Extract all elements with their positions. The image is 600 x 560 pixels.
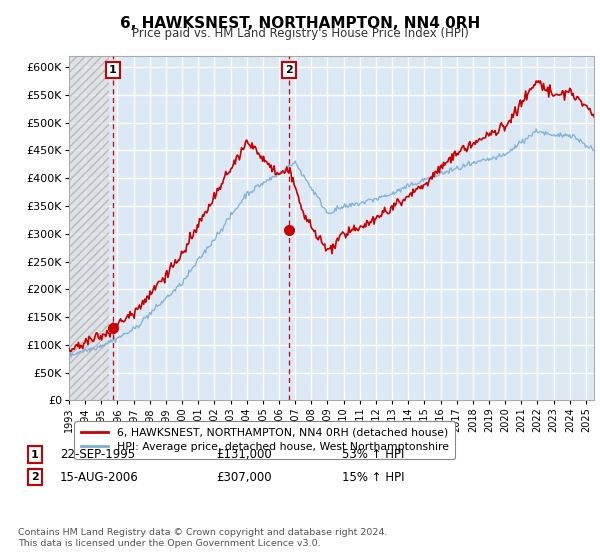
Text: Price paid vs. HM Land Registry's House Price Index (HPI): Price paid vs. HM Land Registry's House … — [131, 27, 469, 40]
Text: 15% ↑ HPI: 15% ↑ HPI — [342, 470, 404, 484]
Text: 1: 1 — [31, 450, 38, 460]
Text: 22-SEP-1995: 22-SEP-1995 — [60, 448, 135, 461]
Text: 53% ↑ HPI: 53% ↑ HPI — [342, 448, 404, 461]
Text: 1: 1 — [109, 65, 117, 75]
Text: 6, HAWKSNEST, NORTHAMPTON, NN4 0RH: 6, HAWKSNEST, NORTHAMPTON, NN4 0RH — [120, 16, 480, 31]
Text: Contains HM Land Registry data © Crown copyright and database right 2024.: Contains HM Land Registry data © Crown c… — [18, 528, 388, 536]
Text: This data is licensed under the Open Government Licence v3.0.: This data is licensed under the Open Gov… — [18, 539, 320, 548]
Text: 2: 2 — [285, 65, 293, 75]
Text: £131,000: £131,000 — [216, 448, 272, 461]
Text: £307,000: £307,000 — [216, 470, 272, 484]
Legend: 6, HAWKSNEST, NORTHAMPTON, NN4 0RH (detached house), HPI: Average price, detache: 6, HAWKSNEST, NORTHAMPTON, NN4 0RH (deta… — [74, 421, 455, 459]
Bar — [69, 56, 109, 400]
Text: 15-AUG-2006: 15-AUG-2006 — [60, 470, 139, 484]
Text: 2: 2 — [31, 472, 38, 482]
